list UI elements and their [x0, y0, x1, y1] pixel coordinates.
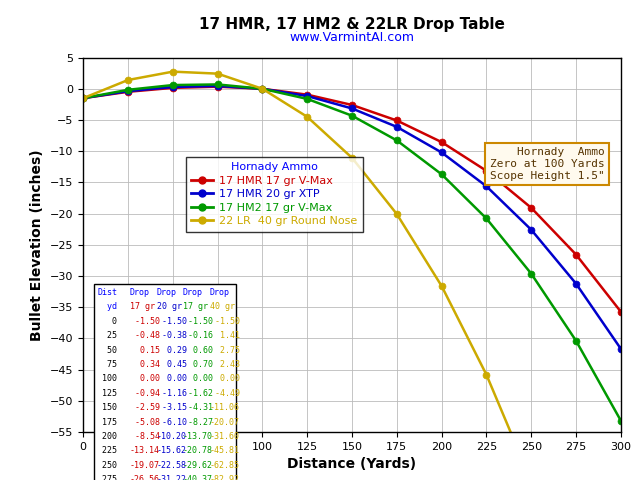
Text: -4.49: -4.49 — [209, 389, 239, 398]
Text: -5.08: -5.08 — [130, 418, 160, 427]
Text: -29.62: -29.62 — [182, 461, 212, 470]
Text: -0.16: -0.16 — [182, 331, 212, 340]
Text: -8.27: -8.27 — [182, 418, 212, 427]
Text: -45.81: -45.81 — [209, 446, 239, 456]
Text: 100: 100 — [97, 374, 117, 384]
Text: 0.60: 0.60 — [182, 346, 212, 355]
Text: 75: 75 — [97, 360, 117, 369]
Text: 2.75: 2.75 — [209, 346, 239, 355]
Text: -1.16: -1.16 — [157, 389, 187, 398]
Text: -20.78: -20.78 — [182, 446, 212, 456]
Text: 0.45: 0.45 — [157, 360, 187, 369]
Text: -0.38: -0.38 — [157, 331, 187, 340]
Text: -0.48: -0.48 — [130, 331, 160, 340]
Text: -11.06: -11.06 — [209, 403, 239, 412]
Text: -15.62: -15.62 — [157, 446, 187, 456]
Text: 17 gr: 17 gr — [182, 302, 207, 311]
Text: -22.58: -22.58 — [157, 461, 187, 470]
Text: 0.15: 0.15 — [130, 346, 160, 355]
Text: -0.94: -0.94 — [130, 389, 160, 398]
Y-axis label: Bullet Elevation (inches): Bullet Elevation (inches) — [31, 149, 44, 341]
Text: 50: 50 — [97, 346, 117, 355]
Text: 0.29: 0.29 — [157, 346, 187, 355]
Text: 225: 225 — [97, 446, 117, 456]
Text: Drop: Drop — [130, 288, 150, 297]
Text: 175: 175 — [97, 418, 117, 427]
Text: 20 gr: 20 gr — [157, 302, 182, 311]
Text: -2.59: -2.59 — [130, 403, 160, 412]
Text: -8.54: -8.54 — [130, 432, 160, 441]
Text: -19.07: -19.07 — [130, 461, 160, 470]
Text: -1.50: -1.50 — [182, 317, 212, 326]
Text: -62.85: -62.85 — [209, 461, 239, 470]
Text: Drop: Drop — [157, 288, 177, 297]
FancyBboxPatch shape — [94, 284, 236, 480]
Text: 0.70: 0.70 — [182, 360, 212, 369]
X-axis label: Distance (Yards): Distance (Yards) — [287, 457, 417, 471]
Text: 17 gr: 17 gr — [130, 302, 155, 311]
Text: 0.00: 0.00 — [209, 374, 239, 384]
Text: 0: 0 — [97, 317, 117, 326]
Text: Drop: Drop — [209, 288, 230, 297]
Text: 40 gr: 40 gr — [209, 302, 234, 311]
Text: Drop: Drop — [182, 288, 203, 297]
Text: -31.22: -31.22 — [157, 475, 187, 480]
Text: 200: 200 — [97, 432, 117, 441]
Legend: 17 HMR 17 gr V-Max, 17 HMR 20 gr XTP, 17 HM2 17 gr V-Max, 22 LR  40 gr Round Nos: 17 HMR 17 gr V-Max, 17 HMR 20 gr XTP, 17… — [186, 157, 363, 232]
Text: 0.00: 0.00 — [130, 374, 160, 384]
Text: Dist: Dist — [97, 288, 117, 297]
Text: 0.00: 0.00 — [157, 374, 187, 384]
Text: 0.00: 0.00 — [182, 374, 212, 384]
Text: 1.41: 1.41 — [209, 331, 239, 340]
Text: -1.50: -1.50 — [209, 317, 239, 326]
Text: -4.31: -4.31 — [182, 403, 212, 412]
Text: Hornady  Ammo
Zero at 100 Yards
Scope Height 1.5": Hornady Ammo Zero at 100 Yards Scope Hei… — [490, 147, 605, 180]
Text: 275: 275 — [97, 475, 117, 480]
Text: www.VarmintAI.com: www.VarmintAI.com — [289, 31, 415, 44]
Text: -20.07: -20.07 — [209, 418, 239, 427]
Text: -82.92: -82.92 — [209, 475, 239, 480]
Text: -40.37: -40.37 — [182, 475, 212, 480]
Text: -10.20: -10.20 — [157, 432, 187, 441]
Text: -1.50: -1.50 — [130, 317, 160, 326]
Text: -13.70: -13.70 — [182, 432, 212, 441]
Text: 25: 25 — [97, 331, 117, 340]
Text: 2.43: 2.43 — [209, 360, 239, 369]
Text: -1.62: -1.62 — [182, 389, 212, 398]
Text: -3.15: -3.15 — [157, 403, 187, 412]
Text: 125: 125 — [97, 389, 117, 398]
Text: yd: yd — [97, 302, 117, 311]
Text: 0.34: 0.34 — [130, 360, 160, 369]
Text: -13.14: -13.14 — [130, 446, 160, 456]
Text: 250: 250 — [97, 461, 117, 470]
Text: -6.10: -6.10 — [157, 418, 187, 427]
Text: 150: 150 — [97, 403, 117, 412]
Text: -26.56: -26.56 — [130, 475, 160, 480]
Text: -31.60: -31.60 — [209, 432, 239, 441]
Text: 17 HMR, 17 HM2 & 22LR Drop Table: 17 HMR, 17 HM2 & 22LR Drop Table — [199, 17, 505, 32]
Text: -1.50: -1.50 — [157, 317, 187, 326]
